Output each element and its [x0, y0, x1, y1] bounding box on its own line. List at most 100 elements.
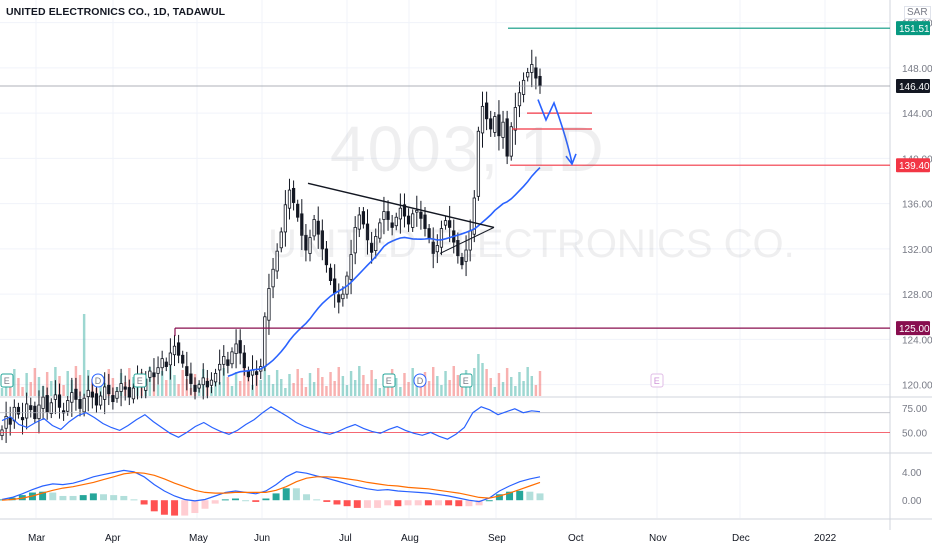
macd-histogram-bar: [384, 500, 392, 506]
rsi-axis-tick: 75.00: [902, 404, 927, 415]
volume-bar: [362, 375, 365, 396]
volume-bar: [82, 314, 86, 396]
macd-histogram-bar: [100, 494, 107, 501]
macd-histogram-bar: [404, 500, 412, 506]
candle-body: [333, 278, 337, 294]
dividend-badge-label: D: [95, 376, 102, 386]
candle-body: [78, 398, 82, 409]
candle-body: [263, 316, 267, 367]
volume-bar: [366, 384, 369, 396]
candle-body: [70, 392, 74, 403]
macd-histogram-bar: [130, 499, 138, 501]
price-label-text: 139.40: [899, 161, 930, 172]
candle-body: [205, 380, 209, 388]
candle-body: [308, 237, 312, 254]
time-axis-label: Oct: [568, 533, 584, 544]
volume-bar: [37, 377, 41, 396]
volume-bar: [345, 385, 349, 396]
macd-histogram-bar: [262, 498, 270, 501]
price-axis-tick: 124.00: [902, 335, 932, 346]
volume-bar: [468, 379, 472, 396]
volume-bar: [234, 372, 238, 396]
candle-body: [291, 187, 296, 203]
candle-body: [123, 386, 127, 390]
candle-body: [152, 372, 156, 378]
volume-bar: [160, 371, 164, 396]
volume-bar: [497, 373, 501, 396]
volume-bar: [230, 386, 234, 396]
volume-bar: [13, 369, 16, 396]
chart-title: UNITED ELECTRONICS CO., 1D, TADAWUL: [6, 6, 226, 18]
volume-bar: [169, 366, 172, 396]
volume-bar: [460, 384, 464, 396]
candle-body: [181, 354, 185, 364]
price-label-box: [896, 158, 930, 173]
time-axis-label: Apr: [105, 533, 121, 544]
candle-body: [234, 343, 238, 354]
macd-histogram-bar: [181, 500, 189, 516]
candle-body: [8, 417, 12, 425]
volume-bar: [489, 378, 492, 396]
volume-bar: [386, 383, 390, 396]
volume-bar: [296, 369, 299, 396]
price-axis-tick: 120.00: [902, 381, 932, 392]
candle-body: [378, 222, 382, 239]
time-axis-label: 2022: [814, 533, 837, 544]
macd-histogram-bar: [313, 499, 321, 501]
macd-histogram-bar: [536, 493, 544, 501]
candle-body: [456, 240, 460, 257]
macd-histogram-bar: [333, 500, 341, 505]
macd-line: [1, 469, 541, 503]
macd-histogram-bar: [150, 500, 158, 512]
rsi-line: [1, 406, 541, 440]
projection-arrow: [537, 99, 573, 164]
candle-body: [431, 241, 435, 254]
candle-body: [156, 367, 160, 374]
volume-bar: [173, 375, 176, 396]
volume-bar: [181, 370, 184, 396]
volume-bar: [288, 374, 291, 396]
earnings-badge-label: E: [386, 376, 392, 386]
volume-bar: [444, 371, 447, 396]
macd-histogram-bar: [59, 495, 67, 501]
macd-histogram-bar: [221, 499, 229, 501]
volume-bar: [25, 373, 28, 396]
candle-body: [66, 400, 70, 412]
candle-body: [501, 121, 505, 138]
candle-body: [443, 220, 448, 226]
macd-signal-line: [1, 471, 541, 501]
candle-body: [29, 405, 33, 410]
macd-histogram-bar: [191, 500, 199, 514]
candle-body: [382, 211, 386, 220]
earnings-badge: [133, 373, 147, 388]
volume-bar: [275, 370, 279, 396]
candle-body: [324, 248, 329, 266]
candle-body: [267, 288, 271, 321]
time-axis-label: Nov: [649, 533, 667, 544]
candle-body: [201, 377, 205, 386]
candle-body: [509, 126, 513, 157]
earnings-badge-label: E: [463, 376, 469, 386]
candle-body: [160, 358, 164, 369]
candle-body: [255, 371, 259, 375]
macd-histogram-bar: [89, 493, 97, 501]
volume-bar: [21, 387, 24, 396]
time-axis-label: Dec: [732, 533, 750, 544]
candle-body: [230, 351, 234, 365]
macd-histogram-bar: [374, 500, 382, 508]
macd-histogram-bar: [201, 500, 209, 509]
volume-bar: [177, 384, 180, 396]
candle-body: [213, 372, 218, 383]
macd-histogram-bar: [69, 495, 77, 501]
candle-body: [45, 395, 49, 413]
candle-body: [185, 366, 189, 377]
candle-body: [349, 254, 353, 280]
volume-bar: [530, 376, 534, 396]
volume-bar: [526, 367, 529, 396]
volume-bar: [341, 376, 345, 396]
volume-bar: [238, 381, 242, 396]
macd-histogram-bar: [272, 493, 280, 501]
candle-body: [222, 355, 226, 365]
volume-bar: [271, 384, 275, 396]
